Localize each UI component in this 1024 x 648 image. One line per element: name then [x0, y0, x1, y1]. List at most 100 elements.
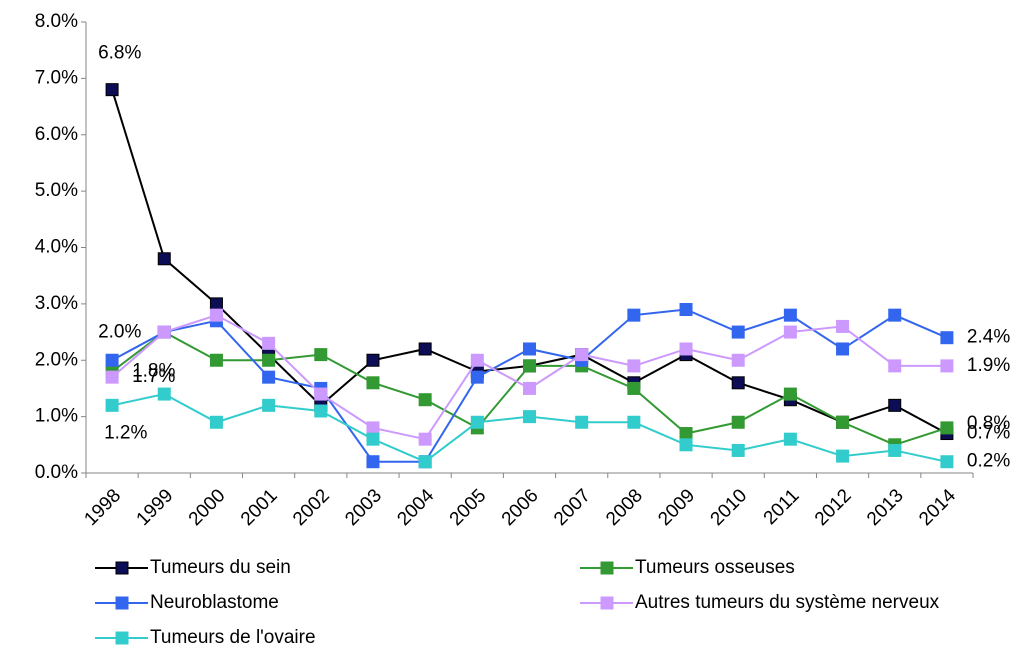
point-marker [679, 303, 693, 317]
legend-marker [600, 561, 614, 575]
x-tick-label: 2009 [654, 485, 699, 530]
point-marker [627, 415, 641, 429]
point-marker [783, 325, 797, 339]
point-marker [888, 443, 902, 457]
point-marker [836, 319, 850, 333]
legend-marker [600, 596, 614, 610]
point-marker [940, 455, 954, 469]
point-marker [418, 432, 432, 446]
point-marker [940, 331, 954, 345]
point-marker [679, 427, 693, 441]
point-marker [262, 336, 276, 350]
point-marker [731, 353, 745, 367]
data-label: 0.8% [967, 413, 1010, 434]
point-marker [627, 381, 641, 395]
point-marker [836, 449, 850, 463]
data-label: 1.8% [132, 361, 175, 382]
point-marker [783, 387, 797, 401]
x-tick-label: 2002 [289, 485, 334, 530]
point-marker [627, 359, 641, 373]
y-tick-label: 5.0% [35, 180, 78, 201]
x-tick-label: 2006 [498, 485, 543, 530]
data-label: 0.7% [967, 423, 1010, 444]
point-marker [366, 432, 380, 446]
point-marker [157, 252, 171, 266]
legend-label: Neuroblastome [150, 592, 279, 613]
x-tick-label: 2007 [550, 485, 595, 530]
x-tick-label: 2000 [185, 485, 230, 530]
point-marker [523, 410, 536, 424]
x-tick-label: 2001 [237, 485, 282, 530]
x-tick-label: 2004 [393, 485, 438, 530]
point-marker [366, 455, 380, 469]
point-marker [366, 353, 380, 367]
y-tick-label: 0.0% [35, 462, 78, 483]
point-marker [157, 325, 171, 339]
point-marker [105, 398, 119, 412]
point-marker [262, 353, 276, 367]
point-marker [731, 376, 745, 390]
point-marker [731, 415, 745, 429]
point-marker [470, 415, 484, 429]
data-label: 2.4% [967, 327, 1010, 348]
data-label: 0.2% [967, 451, 1010, 472]
point-marker [105, 83, 119, 97]
legend-label: Autres tumeurs du système nerveux [635, 592, 940, 613]
data-label: 1.7% [132, 366, 175, 387]
y-tick-label: 6.0% [35, 124, 78, 145]
point-marker [209, 308, 223, 322]
point-marker [418, 342, 432, 356]
point-marker [940, 421, 954, 435]
legend-marker [115, 631, 129, 645]
y-tick-label: 2.0% [35, 349, 78, 370]
x-tick-label: 2014 [915, 485, 960, 530]
x-tick-label: 2008 [602, 485, 647, 530]
y-tick-label: 3.0% [35, 293, 78, 314]
data-label: 1.9% [967, 355, 1010, 376]
point-marker [366, 421, 380, 435]
point-marker [314, 404, 328, 418]
point-marker [105, 353, 119, 367]
point-marker [523, 342, 536, 356]
legend-label: Tumeurs osseuses [635, 557, 795, 578]
data-label: 6.8% [98, 43, 141, 64]
x-tick-label: 1999 [133, 485, 178, 530]
point-marker [523, 359, 536, 373]
point-marker [209, 297, 223, 311]
series-line [111, 393, 948, 463]
point-marker [679, 342, 693, 356]
y-tick-label: 7.0% [35, 67, 78, 88]
point-marker [157, 387, 171, 401]
y-tick-label: 4.0% [35, 237, 78, 258]
point-marker [418, 393, 432, 407]
point-marker [262, 398, 276, 412]
point-marker [209, 415, 223, 429]
point-marker [836, 415, 850, 429]
point-marker [888, 359, 902, 373]
x-tick-label: 2012 [811, 485, 856, 530]
point-marker [888, 398, 902, 412]
legend-marker [115, 596, 129, 610]
y-tick-label: 8.0% [35, 11, 78, 32]
point-marker [418, 455, 432, 469]
point-marker [627, 308, 641, 322]
data-label: 2.0% [98, 321, 141, 342]
legend-label: Tumeurs du sein [150, 557, 291, 578]
point-marker [888, 308, 902, 322]
point-marker [366, 376, 380, 390]
point-marker [731, 325, 745, 339]
point-marker [836, 342, 850, 356]
point-marker [105, 370, 119, 384]
point-marker [783, 432, 797, 446]
point-marker [523, 381, 536, 395]
point-marker [731, 443, 745, 457]
point-marker [314, 387, 328, 401]
x-tick-label: 2005 [446, 485, 491, 530]
point-marker [679, 438, 693, 452]
x-tick-label: 2010 [707, 485, 752, 530]
point-marker [314, 348, 328, 362]
point-marker [940, 359, 954, 373]
legend-label: Tumeurs de l'ovaire [150, 627, 316, 648]
